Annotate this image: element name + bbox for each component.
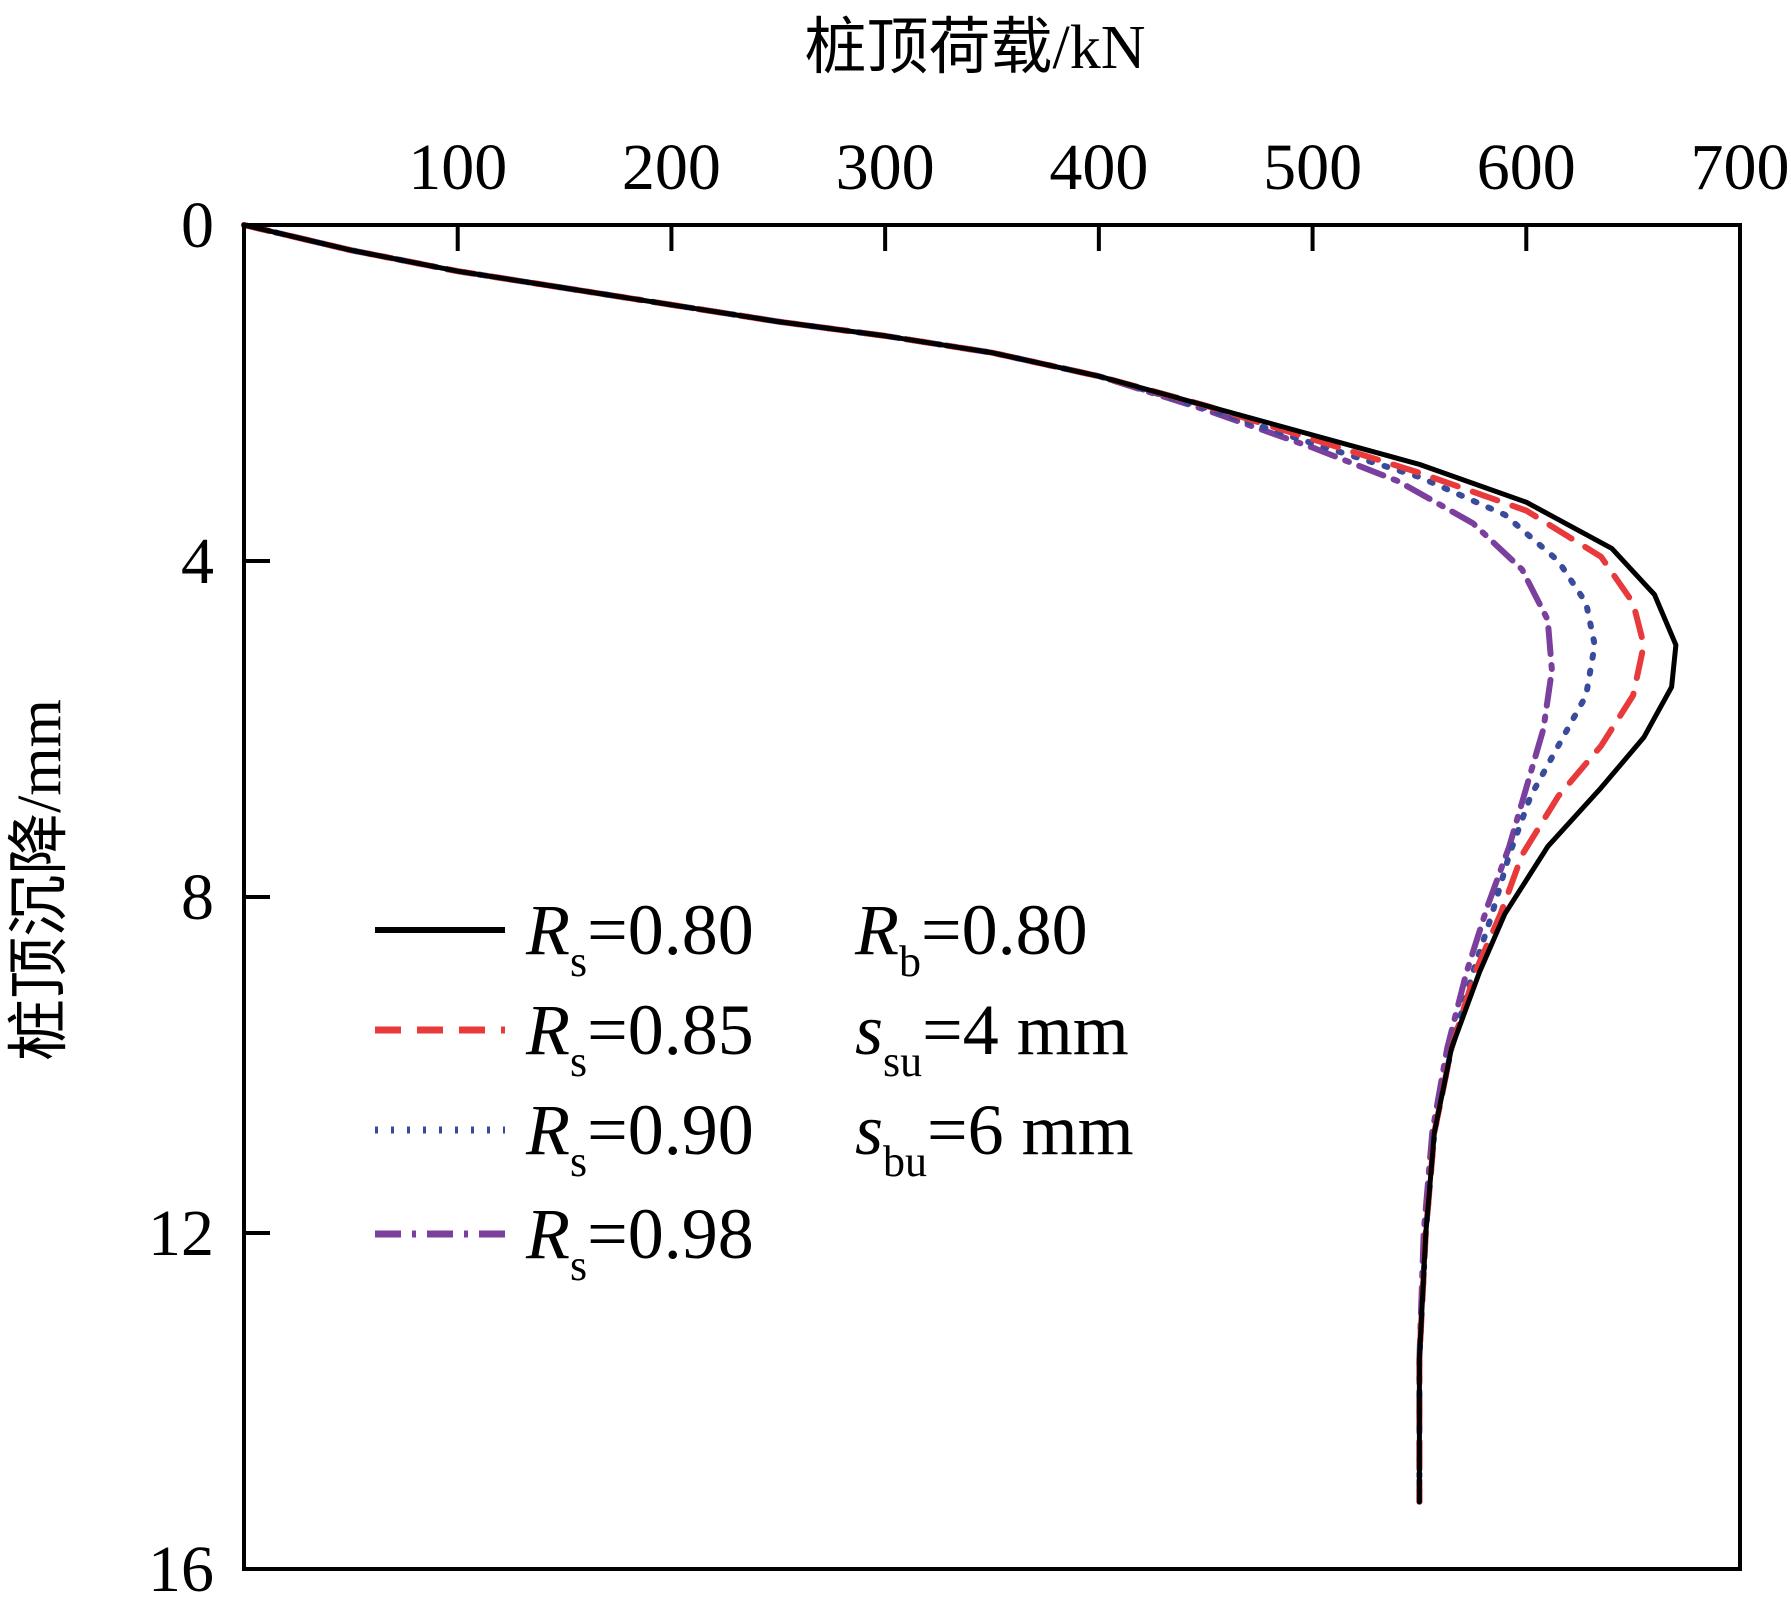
legend-label-value: =0.80 [587, 890, 754, 970]
x-tick-label: 300 [836, 131, 935, 204]
x-tick-label: 600 [1477, 131, 1576, 204]
legend-label-value: =0.90 [587, 1090, 754, 1170]
legend-label: Rs=0.98 [525, 1194, 754, 1290]
legend-label: Rs=0.85 [525, 990, 754, 1086]
y-tick-label: 16 [148, 1533, 214, 1599]
y-tick-label: 12 [148, 1197, 214, 1270]
parameter-label-subscript: bu [883, 1137, 927, 1186]
legend-label-symbol: R [525, 1194, 570, 1274]
legend-label-subscript: s [570, 937, 587, 986]
y-axis-title: 桩顶沉降/mm [6, 699, 74, 1061]
x-axis-ticks: 100 200 300 400 500 600 700 [408, 131, 1790, 251]
x-tick-label: 400 [1049, 131, 1148, 204]
parameter-label-symbol: R [854, 890, 899, 970]
legend-label-value: =0.85 [587, 990, 754, 1070]
series-line [241, 222, 1679, 1505]
y-tick-label: 4 [181, 525, 214, 598]
parameter-label: ssu=4 mm [855, 990, 1129, 1086]
parameter-label: Rb=0.80 [854, 890, 1088, 986]
parameter-label-value: =4 mm [922, 990, 1129, 1070]
parameter-label-symbol: s [855, 1090, 883, 1170]
parameter-label: sbu=6 mm [855, 1090, 1134, 1186]
series-layer [241, 222, 1679, 1505]
x-tick-label: 500 [1263, 131, 1362, 204]
x-tick-label: 100 [408, 131, 507, 204]
plot-frame [242, 223, 1742, 1571]
x-tick-label: 700 [1691, 131, 1790, 204]
legend-label-value: =0.98 [587, 1194, 754, 1274]
parameter-label-value: =0.80 [921, 890, 1088, 970]
series-line [241, 222, 1555, 1505]
parameter-label-subscript: b [899, 937, 921, 986]
legend-label: Rs=0.90 [525, 1090, 754, 1186]
parameter-label-symbol: s [855, 990, 883, 1070]
y-tick-label: 0 [181, 189, 214, 262]
legend-label-subscript: s [570, 1137, 587, 1186]
x-tick-label: 200 [622, 131, 721, 204]
legend-label-subscript: s [570, 1241, 587, 1290]
series-line [241, 222, 1647, 1505]
legend-label-subscript: s [570, 1037, 587, 1086]
legend-label-symbol: R [525, 890, 570, 970]
parameter-label-value: =6 mm [927, 1090, 1134, 1170]
legend-label: Rs=0.80 [525, 890, 754, 986]
legend-label-symbol: R [525, 1090, 570, 1170]
legend-label-symbol: R [525, 990, 570, 1070]
series-line [241, 222, 1598, 1505]
x-axis-title: 桩顶荷载/kN [804, 14, 1145, 82]
parameter-label-subscript: su [883, 1037, 922, 1086]
y-axis-ticks: 0 4 8 12 16 [148, 189, 270, 1599]
y-tick-label: 8 [181, 861, 214, 934]
